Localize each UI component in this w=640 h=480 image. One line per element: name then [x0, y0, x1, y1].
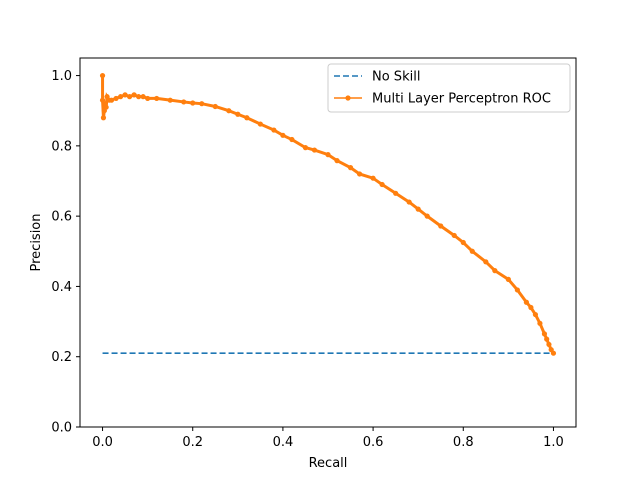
legend-label-mlp: Multi Layer Perceptron ROC: [372, 92, 551, 107]
mlp-data-point: [541, 331, 548, 337]
mlp-data-point: [167, 97, 173, 103]
x-tick-label: 0.6: [363, 435, 384, 450]
mlp-data-point: [505, 276, 511, 282]
mlp-data-point: [311, 147, 318, 153]
mlp-data-point: [136, 94, 142, 100]
mlp-data-point: [117, 94, 124, 100]
plot-frame: [79, 57, 577, 428]
legend-label-no-skill: No Skill: [372, 70, 420, 85]
mlp-data-point: [212, 103, 218, 110]
mlp-data-point: [492, 268, 498, 274]
mlp-data-point: [289, 136, 295, 143]
legend: No Skill Multi Layer Perceptron ROC: [327, 63, 571, 113]
y-tick-label: 0.6: [51, 210, 72, 225]
mlp-data-point: [424, 213, 430, 219]
mlp-data-point: [226, 108, 232, 114]
mlp-data-point: [514, 287, 520, 293]
mlp-pr-line: [101, 75, 555, 355]
mlp-data-point: [451, 232, 457, 239]
mlp-data-point: [257, 121, 263, 127]
mlp-data-point: [393, 190, 399, 196]
x-tick-label: 1.0: [543, 435, 564, 450]
mlp-data-point: [190, 100, 196, 106]
x-axis-ticks: 0.0 0.2 0.4 0.6 0.8 1.0: [92, 427, 564, 450]
x-tick-label: 0.2: [182, 435, 203, 450]
mlp-data-point: [108, 97, 115, 103]
mlp-data-point: [544, 336, 550, 342]
legend-box: [327, 63, 571, 113]
mlp-data-point: [532, 311, 539, 318]
mlp-data-point: [356, 171, 363, 177]
mlp-data-point: [113, 95, 119, 102]
y-tick-label: 0.0: [51, 421, 72, 436]
mlp-data-point: [302, 145, 309, 151]
mlp-data-point: [483, 259, 489, 265]
mlp-data-point: [347, 165, 354, 171]
mlp-data-point: [99, 72, 106, 79]
mlp-data-point: [528, 304, 534, 311]
mlp-data-point: [550, 350, 557, 356]
mlp-data-point: [244, 115, 250, 121]
y-tick-label: 1.0: [51, 69, 72, 84]
x-tick-label: 0.8: [453, 435, 474, 450]
mlp-data-point: [546, 341, 552, 348]
mlp-data-point: [406, 199, 412, 205]
mlp-data-point: [99, 97, 106, 103]
x-axis-label: Recall: [309, 456, 348, 471]
mlp-data-point: [181, 99, 187, 105]
mlp-data-point: [199, 101, 205, 107]
mlp-data-point: [271, 127, 277, 133]
mlp-data-point: [460, 239, 466, 246]
mlp-data-point: [131, 92, 137, 98]
legend-marker-mlp: [345, 95, 351, 101]
mlp-data-point: [280, 132, 286, 138]
mlp-data-point: [334, 158, 340, 164]
mlp-data-point: [140, 94, 146, 100]
y-tick-label: 0.4: [51, 280, 72, 295]
mlp-data-point: [122, 92, 128, 98]
y-axis-ticks: 0.0 0.2 0.4 0.6 0.8 1.0: [51, 69, 80, 436]
mlp-data-point: [370, 175, 376, 181]
mlp-data-point: [154, 95, 160, 102]
mlp-data-point: [145, 95, 151, 102]
mlp-data-point: [379, 181, 385, 188]
y-axis-label: Precision: [29, 213, 44, 271]
series-lines: [99, 72, 557, 356]
mlp-data-point: [537, 320, 543, 326]
mlp-data-point: [127, 94, 133, 100]
y-tick-label: 0.2: [51, 350, 72, 365]
x-tick-label: 0.0: [92, 435, 113, 450]
mlp-data-point: [100, 115, 107, 121]
mlp-data-point: [325, 152, 331, 158]
mlp-data-point: [469, 248, 475, 254]
mlp-data-point: [523, 299, 530, 305]
y-tick-label: 0.8: [51, 139, 72, 154]
mlp-data-point: [235, 111, 241, 117]
x-tick-label: 0.4: [273, 435, 294, 450]
mlp-data-point: [103, 104, 109, 110]
mlp-data-point: [415, 206, 421, 212]
mlp-data-point: [438, 223, 444, 229]
